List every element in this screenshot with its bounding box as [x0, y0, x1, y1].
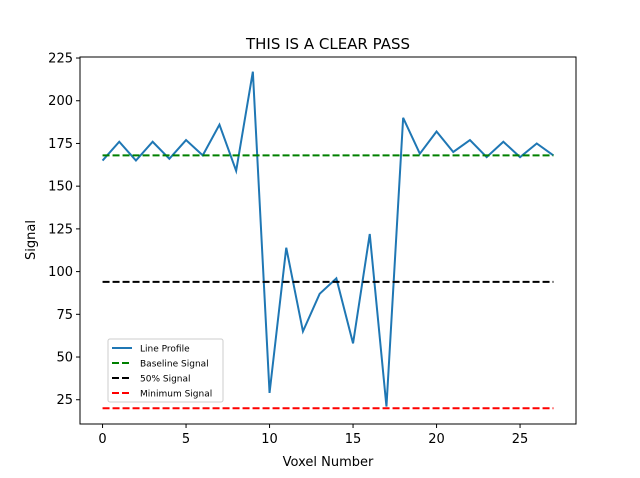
legend-label: Minimum Signal	[140, 390, 212, 400]
x-axis-label: Voxel Number	[283, 455, 374, 470]
x-tick-label: 0	[98, 432, 106, 447]
y-tick-label: 200	[48, 94, 73, 109]
x-axis: 0 5 10 15 20 25	[98, 424, 528, 447]
chart-title: THIS IS A CLEAR PASS	[245, 35, 410, 53]
plot-frame	[79, 56, 577, 425]
y-tick-label: 100	[48, 265, 73, 280]
legend-box	[107, 338, 224, 403]
x-tick-label: 15	[345, 432, 362, 447]
legend: Line Profile Baseline Signal 50% Signal Min…	[107, 338, 224, 403]
series-layer	[101, 71, 555, 410]
y-tick-label: 75	[56, 308, 73, 323]
y-axis: 25 50 75 100 125 150 175 200 225	[48, 52, 80, 408]
y-tick-label: 125	[48, 222, 73, 237]
y-axis-label: Signal	[24, 220, 39, 260]
legend-label: Baseline Signal	[140, 360, 209, 370]
y-tick-label: 25	[56, 393, 73, 408]
y-tick-label: 175	[48, 137, 73, 152]
x-tick-label: 25	[512, 432, 529, 447]
legend-label: Line Profile	[140, 345, 190, 355]
x-tick-label: 5	[182, 432, 190, 447]
series-line-profile	[101, 71, 555, 407]
y-tick-label: 50	[56, 351, 73, 366]
y-tick-label: 225	[48, 52, 73, 67]
x-tick-label: 10	[261, 432, 278, 447]
x-tick-label: 20	[428, 432, 445, 447]
legend-label: 50% Signal	[140, 375, 191, 385]
y-tick-label: 150	[48, 180, 73, 195]
